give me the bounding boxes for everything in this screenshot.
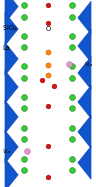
Point: [26, 149, 28, 152]
Point: [71, 3, 73, 6]
Point: [47, 144, 49, 147]
Point: [71, 76, 73, 79]
Point: [71, 65, 73, 68]
Polygon shape: [78, 1, 91, 35]
Point: [71, 34, 73, 37]
Polygon shape: [5, 42, 18, 76]
Polygon shape: [78, 146, 91, 180]
Point: [23, 76, 25, 79]
Point: [47, 3, 49, 6]
Point: [47, 104, 49, 107]
Point: [23, 127, 25, 130]
Point: [41, 79, 43, 82]
Point: [23, 3, 25, 6]
Point: [53, 85, 55, 88]
Text: SiO$_4$: SiO$_4$: [2, 24, 18, 34]
Point: [23, 107, 25, 110]
Text: O: O: [45, 26, 51, 32]
Point: [71, 45, 73, 48]
Point: [71, 15, 73, 18]
Point: [71, 96, 73, 99]
Polygon shape: [78, 115, 91, 149]
Point: [23, 96, 25, 99]
Polygon shape: [5, 0, 18, 23]
Polygon shape: [5, 100, 18, 134]
Point: [47, 22, 49, 25]
Point: [23, 169, 25, 172]
Point: [47, 73, 49, 76]
Point: [47, 63, 49, 66]
Point: [23, 15, 25, 18]
Point: [23, 65, 25, 68]
Point: [71, 169, 73, 172]
Text: $V_{La}$: $V_{La}$: [84, 60, 94, 69]
Polygon shape: [78, 29, 91, 63]
Point: [71, 157, 73, 160]
Polygon shape: [5, 158, 18, 187]
Text: $V_{La}$: $V_{La}$: [2, 147, 12, 156]
Point: [23, 34, 25, 37]
Polygon shape: [5, 12, 18, 46]
Polygon shape: [78, 56, 91, 90]
Polygon shape: [5, 130, 18, 164]
Polygon shape: [78, 85, 91, 119]
Point: [23, 157, 25, 160]
Point: [71, 107, 73, 110]
Point: [47, 175, 49, 178]
Polygon shape: [5, 70, 18, 104]
Point: [23, 45, 25, 48]
Point: [23, 138, 25, 141]
Point: [47, 51, 49, 54]
Point: [71, 127, 73, 130]
Point: [68, 62, 70, 65]
Text: La: La: [2, 45, 10, 51]
Point: [71, 138, 73, 141]
